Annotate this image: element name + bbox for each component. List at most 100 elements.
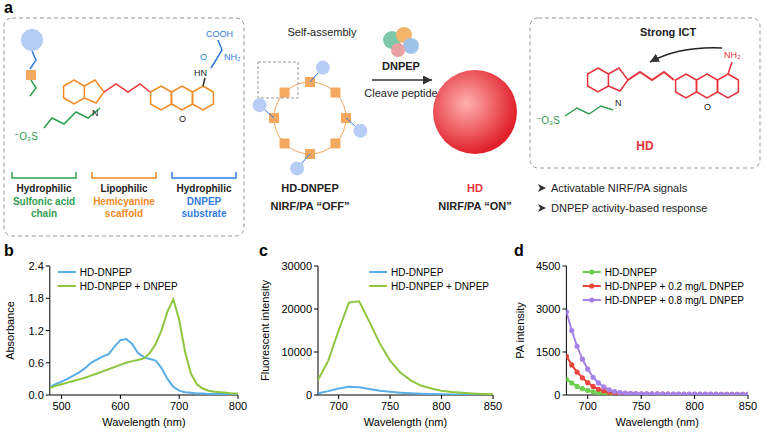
series-marker — [735, 392, 740, 395]
series-marker — [735, 392, 740, 395]
atom: NH₂ — [724, 50, 741, 60]
enzyme — [391, 43, 405, 57]
series-marker — [671, 392, 676, 395]
series-marker — [649, 392, 654, 395]
y-axis-title: Absorbance — [4, 301, 16, 360]
series-marker — [596, 380, 601, 385]
series-marker — [740, 392, 745, 395]
y-tick — [314, 352, 318, 353]
series-marker — [655, 391, 660, 395]
series-marker — [574, 384, 579, 389]
series-marker — [681, 392, 686, 395]
ball — [316, 61, 330, 75]
legend-label: HD-DNPEP + 0.8 mg/L DNPEP — [605, 295, 745, 306]
legend-swatch — [369, 271, 387, 273]
series-marker — [745, 392, 748, 395]
legend-label: HD-DNPEP + 0.2 mg/L DNPEP — [605, 281, 745, 292]
dashed-box — [530, 18, 760, 168]
square — [280, 138, 290, 148]
x-tick-label: 800 — [685, 400, 703, 412]
part-role: Hydrophilic — [16, 183, 71, 194]
series-marker — [665, 392, 670, 395]
chart-c: c7007508008500100002000030000Wavelength … — [259, 242, 502, 428]
series-marker — [697, 392, 702, 395]
part-role: Lipophilic — [100, 183, 148, 194]
ring — [697, 74, 718, 98]
x-tick — [587, 395, 588, 399]
series-marker — [617, 390, 622, 395]
step-label: Self-assembly — [287, 26, 357, 38]
series-marker — [633, 391, 638, 395]
x-tick-label: 700 — [579, 400, 597, 412]
part-name: Sulfonic acidchain — [13, 196, 75, 219]
name-label: HD — [467, 182, 483, 194]
series-marker — [639, 391, 644, 395]
bullet — [538, 204, 546, 212]
bond — [84, 80, 104, 103]
series-marker — [745, 392, 748, 395]
bracket — [12, 172, 76, 178]
series-marker — [719, 392, 724, 395]
y-tick-label: 1500 — [536, 346, 560, 358]
series-marker — [729, 392, 734, 395]
series-marker — [735, 392, 740, 395]
series-marker — [591, 389, 596, 394]
x-tick — [493, 395, 494, 399]
ring — [64, 80, 85, 104]
bond — [104, 84, 150, 92]
series-marker — [580, 357, 585, 362]
ring — [193, 86, 214, 110]
y-tick-label: 0 — [554, 389, 560, 401]
series-marker — [703, 392, 708, 395]
legend: HD-DNPEPHD-DNPEP + 0.2 mg/L DNPEPHD-DNPE… — [583, 267, 745, 306]
series-marker — [580, 386, 585, 391]
x-tick — [120, 395, 121, 399]
atom: O — [704, 102, 711, 112]
y-tick-label: 2.4 — [29, 260, 44, 272]
series-line — [50, 339, 238, 394]
part-name: Hemicyaninescaffold — [93, 196, 155, 219]
x-tick-label: 800 — [432, 400, 450, 412]
series-marker — [660, 392, 665, 395]
series-marker — [644, 391, 649, 395]
y-tick-label: 0.6 — [29, 357, 44, 369]
part-name: DNPEPsubstrate — [181, 196, 226, 219]
series-marker — [703, 392, 708, 395]
series-line — [566, 356, 748, 394]
line: DNPEP — [187, 196, 222, 207]
series-marker — [681, 392, 686, 395]
series-marker — [665, 392, 670, 395]
series-marker — [633, 391, 638, 395]
ring — [718, 74, 739, 98]
series-marker — [574, 369, 579, 374]
atom: N — [615, 98, 622, 108]
series-marker — [687, 392, 692, 395]
panel-letter: c — [259, 242, 268, 259]
series-marker — [566, 309, 569, 314]
y-tick-label: 3000 — [536, 303, 560, 315]
series-marker — [639, 392, 644, 395]
legend-label: HD-DNPEP — [391, 267, 444, 278]
square — [330, 88, 340, 98]
series-marker — [676, 392, 681, 395]
series-marker — [623, 391, 628, 395]
ball — [253, 98, 267, 112]
x-tick-label: 700 — [329, 400, 347, 412]
series-marker — [569, 362, 574, 367]
atom: NH₂ — [224, 52, 241, 62]
atom: O — [200, 52, 207, 62]
bond — [30, 80, 36, 96]
series-marker — [719, 392, 724, 395]
x-tick — [238, 395, 239, 399]
series-marker — [628, 391, 633, 395]
series-marker — [655, 392, 660, 395]
y-tick — [314, 266, 318, 267]
y-tick-label: 0.0 — [29, 389, 44, 401]
dashed-box — [4, 18, 244, 236]
line: scaffold — [105, 208, 143, 219]
y-tick — [562, 309, 566, 310]
bullet — [538, 184, 546, 192]
series-line — [50, 299, 238, 393]
bond — [44, 108, 100, 128]
plot-area — [318, 301, 493, 395]
